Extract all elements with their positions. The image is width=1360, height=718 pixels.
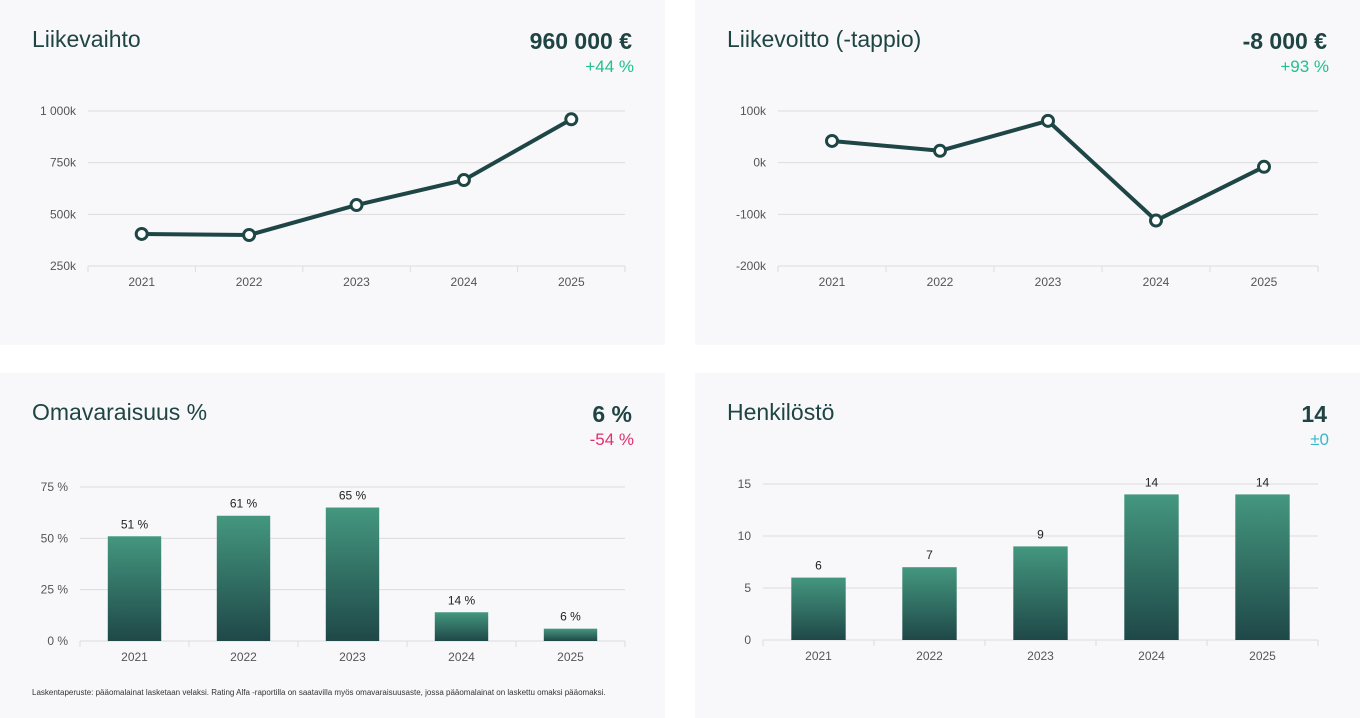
x-tick-label: 2022: [236, 275, 263, 289]
footnote: Laskentaperuste: pääomalainat lasketaan …: [32, 688, 606, 697]
data-point: [456, 173, 471, 188]
panel-title: Liikevoitto (-tappio): [727, 26, 922, 52]
y-tick-label: 100k: [740, 104, 767, 118]
bar: [434, 612, 489, 641]
y-tick-label: -100k: [736, 207, 767, 221]
panel-title: Liikevaihto: [32, 26, 141, 52]
data-label: 6: [815, 559, 822, 573]
panel-title: Henkilöstö: [727, 399, 835, 425]
x-tick-label: 2025: [1249, 649, 1276, 663]
x-tick-label: 2021: [128, 275, 155, 289]
y-tick-label: 250k: [50, 259, 77, 273]
y-tick-label: 0 %: [47, 634, 68, 648]
data-label: 61 %: [230, 497, 258, 511]
x-tick-label: 2022: [927, 275, 954, 289]
series-line: [831, 118, 1265, 223]
panel-change: ±0: [1310, 430, 1329, 449]
personnel-chart: 0 5 10 15 2021 2022 2023 2024 2025 6 7 9 14 14: [738, 475, 1319, 663]
x-tick-label: 2021: [819, 275, 846, 289]
equity-ratio-panel: Omavaraisuus % 6 % -54 % 0 % 25 % 50 % 75 %…: [0, 373, 665, 718]
y-tick-label: 5: [744, 581, 751, 595]
x-tick-label: 2024: [448, 650, 475, 664]
y-tick-label: 1 000k: [40, 104, 77, 118]
x-tick-label: 2023: [339, 650, 366, 664]
y-tick-label: 50 %: [41, 531, 69, 545]
data-point: [933, 143, 947, 158]
data-label: 51 %: [121, 517, 149, 531]
revenue-chart: 250k 500k 750k 1 000k 2021 2022 2023 2024 2025: [40, 104, 626, 289]
x-tick-label: 2023: [343, 275, 370, 289]
y-tick-label: 0: [744, 633, 751, 647]
data-label: 6 %: [560, 610, 581, 624]
bar: [543, 628, 598, 641]
x-tick-label: 2025: [1251, 275, 1278, 289]
y-tick-label: 500k: [50, 207, 77, 221]
panel-value: 960 000 €: [529, 28, 632, 54]
y-tick-label: -200k: [736, 259, 767, 273]
bar: [902, 567, 957, 640]
panel-change: +44 %: [585, 57, 634, 76]
y-tick-label: 0k: [753, 156, 767, 170]
panel-change: +93 %: [1280, 57, 1329, 76]
bar: [791, 577, 846, 640]
panel-value: 6 %: [592, 401, 632, 427]
y-tick-label: 10: [738, 529, 752, 543]
bar: [216, 515, 271, 641]
panel-value: -8 000 €: [1242, 28, 1327, 54]
data-label: 14: [1145, 475, 1159, 489]
data-point: [825, 133, 839, 148]
x-tick-label: 2024: [451, 275, 478, 289]
equity-ratio-chart: 0 % 25 % 50 % 75 % 2021 2022 2023 2024 2025 51 % 6…: [41, 480, 626, 664]
data-label: 65 %: [339, 489, 367, 503]
y-tick-label: 75 %: [41, 480, 69, 494]
x-tick-label: 2021: [121, 650, 148, 664]
x-tick-label: 2025: [557, 650, 584, 664]
operating-profit-panel: Liikevoitto (-tappio) -8 000 € +93 % -20…: [695, 0, 1360, 345]
y-tick-label: 25 %: [41, 583, 69, 597]
data-point: [134, 226, 149, 241]
x-tick-label: 2024: [1138, 649, 1165, 663]
bar: [1013, 546, 1068, 640]
series-line: [141, 117, 573, 237]
data-label: 9: [1037, 527, 1044, 541]
bar: [107, 536, 162, 641]
data-point: [564, 112, 579, 127]
y-tick-label: 15: [738, 477, 752, 491]
y-tick-label: 750k: [50, 156, 77, 170]
x-tick-label: 2025: [558, 275, 585, 289]
panel-value: 14: [1301, 401, 1327, 427]
x-tick-label: 2022: [916, 649, 943, 663]
revenue-panel: Liikevaihto 960 000 € +44 % 250k 500k 750k…: [0, 0, 665, 345]
data-point: [1257, 159, 1271, 174]
data-point: [1149, 213, 1163, 228]
data-label: 7: [926, 548, 933, 562]
x-tick-label: 2024: [1143, 275, 1170, 289]
bar: [1124, 494, 1179, 640]
operating-profit-chart: -200k -100k 0k 100k 2021 2022 2023 2024 2025: [736, 104, 1319, 289]
x-tick-label: 2023: [1027, 649, 1054, 663]
data-point: [242, 228, 257, 242]
data-label: 14 %: [448, 593, 476, 607]
x-tick-label: 2022: [230, 650, 257, 664]
data-label: 14: [1256, 475, 1270, 489]
bar: [325, 507, 380, 641]
panel-change: -54 %: [589, 430, 634, 449]
bar: [1235, 494, 1290, 640]
data-point: [349, 198, 364, 213]
data-point: [1041, 113, 1055, 128]
personnel-panel: Henkilöstö 14 ±0 0 5 10 15 2021 2022 2023 2024 2…: [695, 373, 1360, 718]
x-tick-label: 2023: [1035, 275, 1062, 289]
x-tick-label: 2021: [805, 649, 832, 663]
panel-title: Omavaraisuus %: [32, 399, 208, 425]
